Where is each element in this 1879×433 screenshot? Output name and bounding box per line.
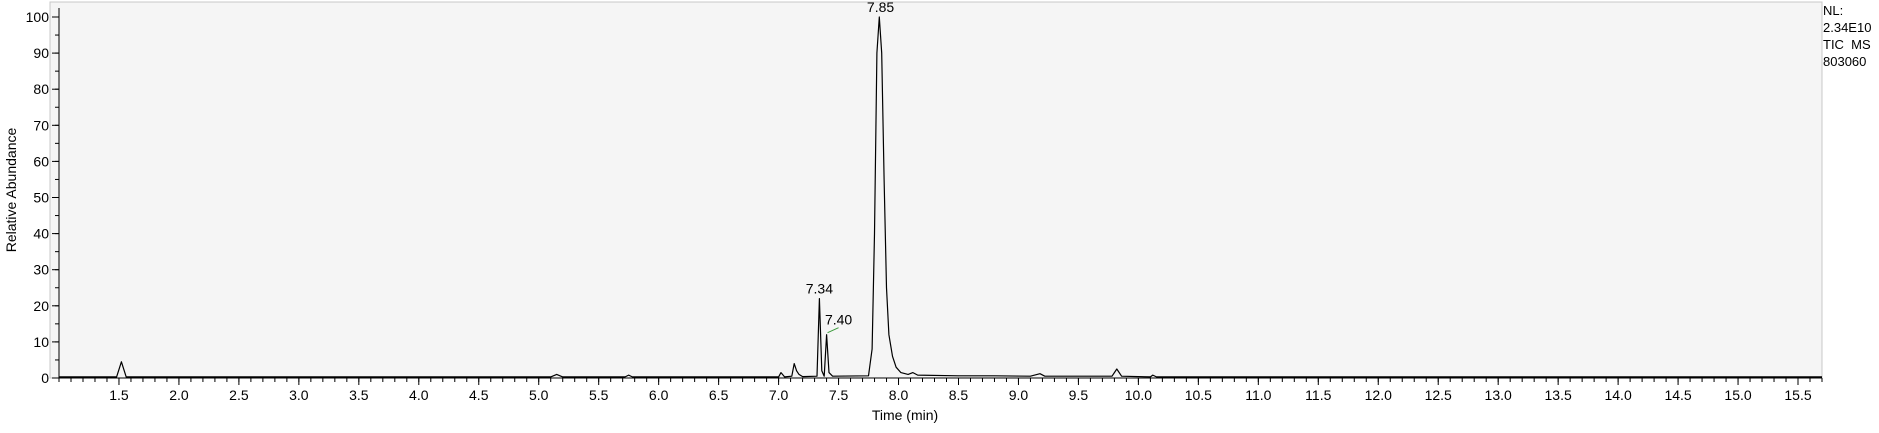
- x-tick-label: 12.5: [1425, 387, 1452, 403]
- x-tick-label: 9.0: [1009, 387, 1029, 403]
- x-tick-label: 11.0: [1245, 387, 1271, 403]
- y-tick-label: 60: [33, 153, 49, 169]
- peak-label: 7.85: [867, 0, 894, 15]
- plot-background: [49, 1, 1823, 379]
- x-tick-label: 6.0: [649, 387, 669, 403]
- labels-layer: 7.85 7.34 7.40: [806, 0, 894, 334]
- x-tick-label: 6.5: [709, 387, 729, 403]
- y-tick-label: 30: [33, 262, 49, 278]
- x-tick-label: 5.0: [529, 387, 549, 403]
- x-tick-label: 15.5: [1784, 387, 1811, 403]
- x-tick-label: 4.5: [469, 387, 489, 403]
- y-tick-label: 10: [33, 334, 49, 350]
- x-tick-label: 10.0: [1125, 387, 1152, 403]
- info-nl-value: 2.34E10: [1823, 20, 1872, 35]
- y-tick-label: 50: [33, 190, 49, 206]
- x-tick-label: 7.5: [829, 387, 849, 403]
- peak-label-leader: [827, 327, 839, 334]
- peak-label: 7.34: [806, 281, 833, 297]
- y-tick-label: 90: [33, 45, 49, 61]
- x-tick-label: 13.0: [1485, 387, 1512, 403]
- series-layer: [59, 16, 1822, 378]
- x-tick-label: 12.0: [1365, 387, 1392, 403]
- x-tick-label: 3.0: [289, 387, 309, 403]
- x-axis-title: Time (min): [872, 407, 938, 423]
- x-tick-label: 5.5: [589, 387, 609, 403]
- y-tick-label: 20: [33, 298, 49, 314]
- x-tick-label: 14.0: [1604, 387, 1631, 403]
- y-tick-label: 0: [41, 370, 49, 386]
- x-tick-label: 2.0: [169, 387, 189, 403]
- y-axis-title: Relative Abundance: [3, 128, 19, 253]
- info-scan-type: TIC MS: [1823, 37, 1871, 52]
- info-panel: NL: 2.34E10 TIC MS 803060: [1823, 2, 1871, 70]
- x-tick-label: 15.0: [1724, 387, 1751, 403]
- axes: 1.5 2.0 2.5 3.0 3.5 4.0 4.5 5.0 5.5 6.0 6.5 7.0 7.5 8…: [26, 8, 1823, 403]
- x-tick-label: 2.5: [229, 387, 249, 403]
- x-tick-label: 10.5: [1185, 387, 1212, 403]
- info-sample-id: 803060: [1823, 54, 1867, 69]
- x-tick-label: 14.5: [1664, 387, 1691, 403]
- x-tick-label: 9.5: [1069, 387, 1089, 403]
- info-nl-label: NL:: [1823, 3, 1844, 18]
- y-tick-label: 70: [33, 117, 49, 133]
- x-tick-label: 1.5: [109, 387, 129, 403]
- x-tick-label: 13.5: [1545, 387, 1572, 403]
- x-tick-label: 7.0: [769, 387, 789, 403]
- y-tick-label: 40: [33, 226, 49, 242]
- x-tick-label: 11.5: [1305, 387, 1331, 403]
- tic-trace: [59, 16, 1822, 378]
- peak-label: 7.40: [825, 312, 852, 328]
- y-tick-label: 80: [33, 81, 49, 97]
- x-tick-label: 8.0: [889, 387, 909, 403]
- x-tick-label: 4.0: [409, 387, 429, 403]
- x-tick-label: 8.5: [949, 387, 969, 403]
- y-tick-label: 100: [26, 9, 50, 25]
- x-tick-label: 3.5: [349, 387, 369, 403]
